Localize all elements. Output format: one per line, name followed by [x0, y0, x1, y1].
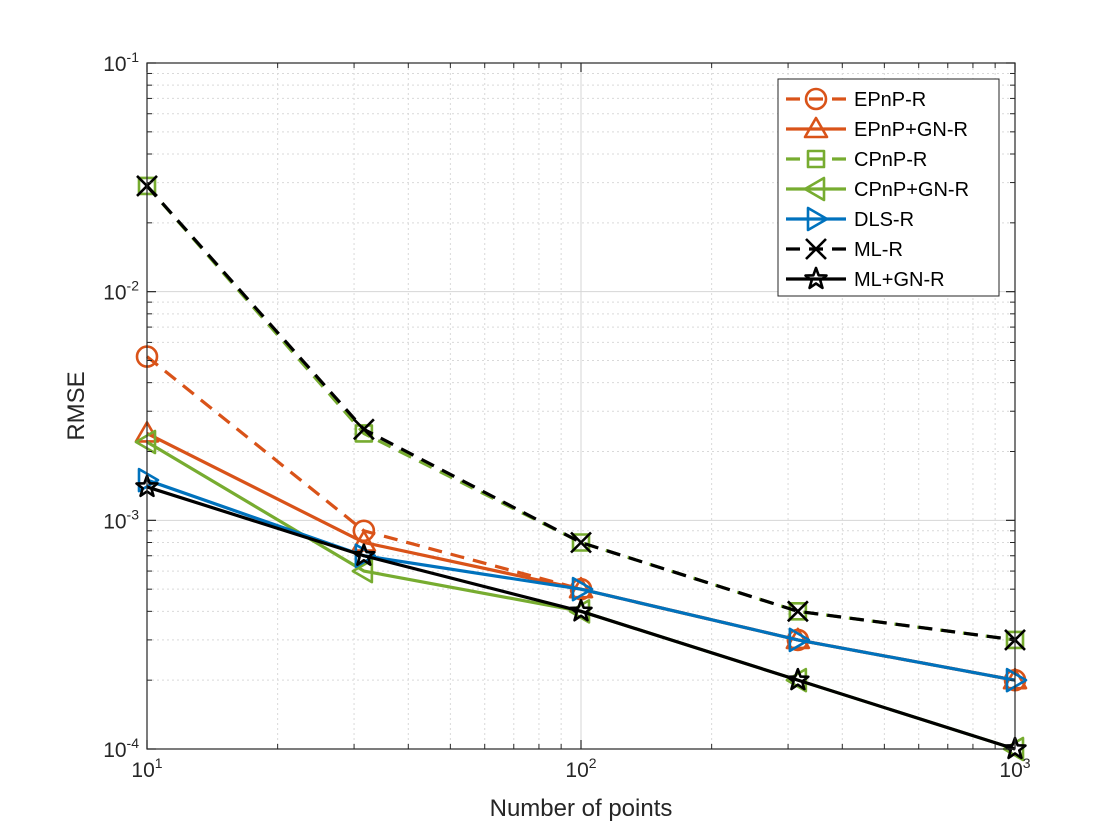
data-point-ml-r [352, 418, 375, 441]
x-tick-label: 102 [565, 755, 596, 782]
legend-item-epnp-r: EPnP-R [786, 87, 926, 111]
legend-swatch-marker [804, 87, 828, 111]
y-tick-label: 10-4 [103, 735, 139, 762]
legend-item-epnp-gn-r: EPnP+GN-R [786, 116, 968, 141]
data-point-ml-gn-r [1003, 736, 1027, 760]
data-point-cpnp-gn-r [134, 429, 157, 455]
legend-item-ml-gn-r: ML+GN-R [786, 266, 945, 291]
x-tick-label: 103 [999, 755, 1030, 782]
data-point-dls-r [571, 576, 594, 602]
legend-label: EPnP+GN-R [854, 119, 968, 141]
data-point-ml-r [570, 531, 592, 554]
series-line-dls-r [146, 478, 1016, 682]
legend-label: ML-R [854, 239, 903, 261]
data-point-cpnp-gn-r [351, 558, 374, 584]
legend-item-cpnp-gn-r: CPnP+GN-R [786, 176, 969, 202]
data-point-ml-gn-r [569, 599, 593, 622]
legend-label: DLS-R [854, 209, 914, 231]
legend: EPnP-R EPnP+GN-R CPnP-R CPnP+GN-R DLS-R ML-R M… [777, 78, 1000, 297]
legend-swatch-marker [803, 116, 829, 139]
x-tick-label: 101 [131, 755, 162, 782]
series-line-epnp-r [145, 355, 1016, 682]
legend-label: ML+GN-R [854, 269, 945, 291]
legend-item-dls-r: DLS-R [786, 206, 914, 232]
legend-swatch-marker [806, 149, 826, 169]
y-tick-label: 10-2 [103, 278, 139, 305]
series-line-ml-r [145, 184, 1016, 642]
plot-area [134, 175, 1028, 762]
data-point-ml-r [786, 600, 809, 623]
series-line-cpnp-r [145, 184, 1016, 642]
x-axis-label: Number of points [490, 795, 673, 822]
series-ml-gn-r [135, 474, 1027, 760]
legend-swatch-marker [806, 206, 829, 232]
data-point-ml-gn-r [352, 543, 376, 566]
data-point-dls-r [788, 627, 811, 653]
y-tick-label: 10-3 [103, 506, 139, 533]
axis-ticks: 101 102 103 10-4 10-3 10-2 10-1 [103, 49, 1031, 782]
legend-item-ml-r: ML-R [786, 238, 903, 261]
series-dls-r [137, 467, 1028, 693]
data-point-cpnp-r [571, 533, 591, 552]
legend-swatch-marker [803, 176, 826, 202]
data-point-dls-r [1005, 667, 1028, 693]
legend-label: EPnP-R [854, 89, 926, 111]
y-tick-label: 10-1 [103, 49, 139, 76]
legend-label: CPnP-R [854, 149, 927, 171]
series-line-ml-gn-r [146, 485, 1016, 751]
legend-item-cpnp-r: CPnP-R [786, 149, 927, 171]
data-point-dls-r [137, 467, 160, 493]
legend-label: CPnP+GN-R [854, 179, 969, 201]
legend-swatch-marker [804, 266, 828, 290]
y-axis-label: RMSE [63, 371, 90, 440]
data-point-ml-gn-r [786, 667, 810, 691]
legend-swatch-marker [805, 238, 827, 260]
